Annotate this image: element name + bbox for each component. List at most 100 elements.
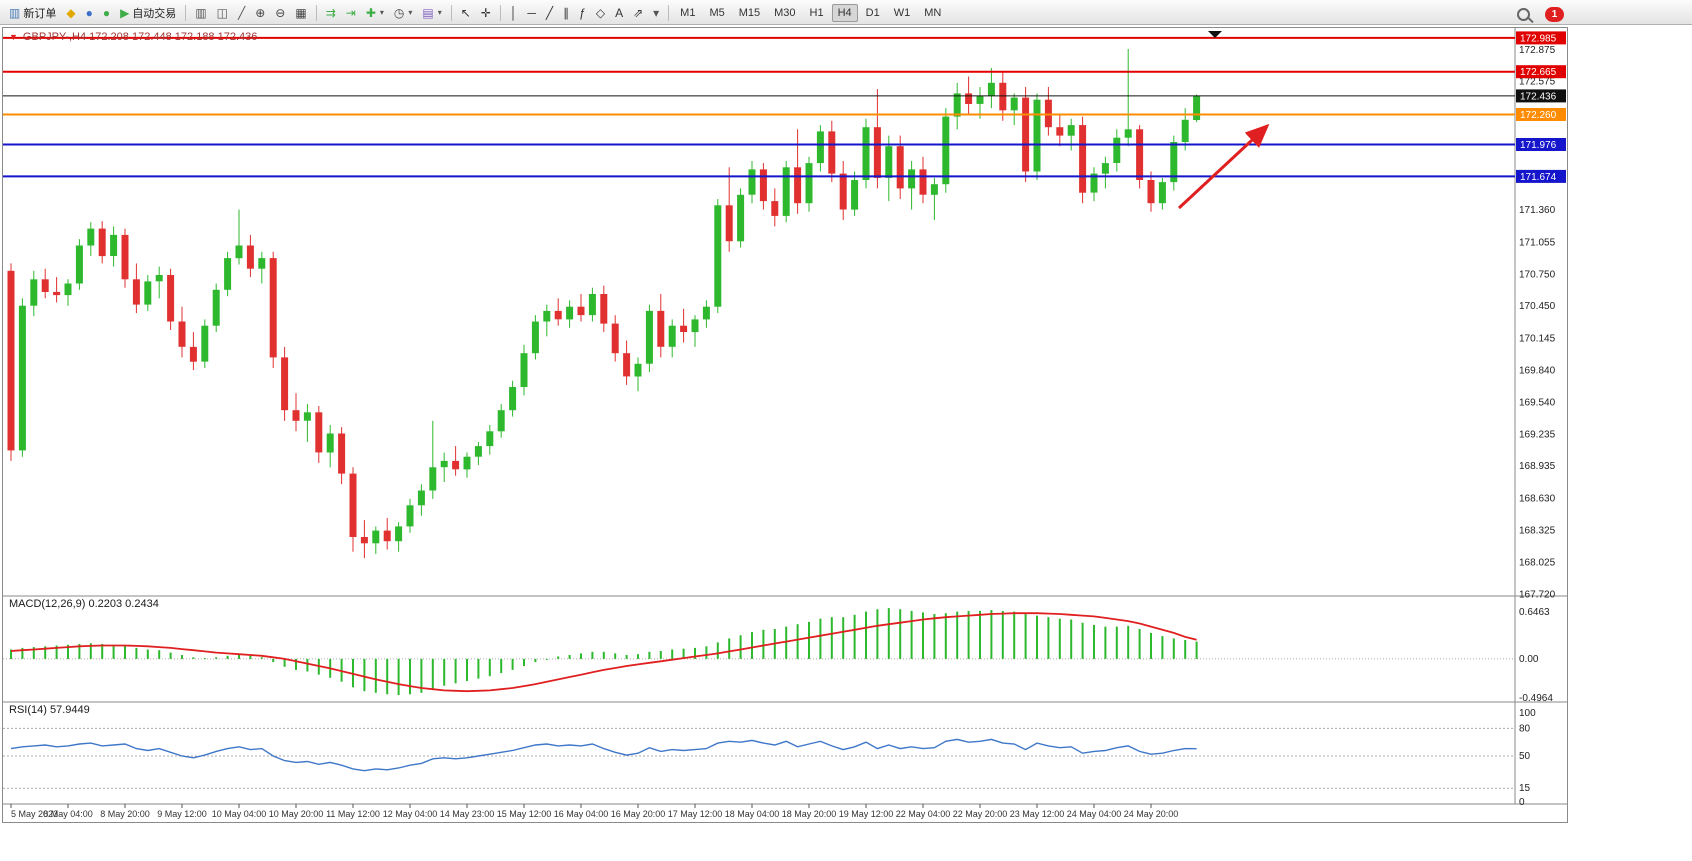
toolbar-main-group: ▥ 新订单 ◆ ● ● ▶ 自动交易 ▥ ◫ ╱ ⊕ ⊖ ▦ ⇉ ⇥ ✚ ▾ ◷ ▾ ▤ ▾ ↖ ✛ │ ─ ╱ ∥ ƒ ◇ A ⇗ ▾ M1 M…	[4, 1, 948, 24]
timeframe-h4[interactable]: H4	[831, 3, 858, 22]
new-order-icon: ▥	[9, 5, 21, 20]
community-icon[interactable]: ●	[98, 3, 115, 23]
time-axis-label: 24 May 20:00	[1124, 809, 1179, 819]
line-chart-icon[interactable]: ╱	[233, 3, 250, 23]
bar-chart-icon: ▥	[195, 5, 207, 20]
zoom-out-icon: ⊖	[275, 5, 286, 20]
new-order-button[interactable]: ▥ 新订单	[4, 3, 61, 23]
time-axis-label: 8 May 04:00	[43, 809, 93, 819]
time-axis-label: 15 May 12:00	[497, 809, 552, 819]
objects-dropdown-icon: ▾	[653, 5, 660, 20]
rsi-line	[10, 738, 1197, 772]
autotrading-button[interactable]: ▶ 自动交易	[115, 3, 181, 23]
time-axis-label: 24 May 04:00	[1067, 809, 1122, 819]
candlestick-chart-icon: ◫	[216, 5, 228, 20]
timeframe-mn[interactable]: MN	[924, 6, 942, 19]
tile-windows-icon[interactable]: ▦	[290, 3, 311, 23]
price-tag-label: 171.674	[1520, 172, 1557, 183]
indicators-button[interactable]: ✚ ▾	[361, 3, 389, 23]
fibonacci-icon[interactable]: ƒ	[574, 3, 591, 23]
text-icon[interactable]: A	[610, 3, 628, 23]
toolbar-separator	[185, 4, 187, 21]
symbol-ohlc-text: GBPJPY-,H4 172.208 172.448 172.188 172.4…	[22, 31, 258, 43]
time-axis-label: 18 May 04:00	[725, 809, 780, 819]
scroll-position-marker[interactable]	[1208, 31, 1222, 38]
rsi-axis-label: 15	[1519, 783, 1531, 794]
trendline-icon[interactable]: ╱	[541, 3, 558, 23]
profile-icon[interactable]: ●	[81, 3, 98, 23]
trendline-icon: ╱	[545, 5, 554, 20]
support-line-1-tag	[1516, 138, 1566, 151]
time-axis-label: 18 May 20:00	[782, 809, 837, 819]
notification-badge[interactable]: 1	[1545, 6, 1564, 22]
candlestick-chart-icon[interactable]: ◫	[212, 3, 233, 23]
toolbar-separator	[450, 4, 452, 21]
resistance-line-3-tag	[1516, 108, 1566, 121]
arrows-icon[interactable]: ⇗	[628, 3, 648, 23]
time-axis-label: 17 May 12:00	[668, 809, 723, 819]
timeframe-m15[interactable]: M15	[738, 6, 761, 19]
time-axis-label: 19 May 12:00	[839, 809, 894, 819]
time-axis-label: 22 May 20:00	[953, 809, 1008, 819]
crosshair-icon[interactable]: ✛	[476, 3, 496, 23]
symbol-info: ▼ GBPJPY-,H4 172.208 172.448 172.188 172…	[9, 31, 257, 43]
price-axis-label: 172.875	[1519, 45, 1556, 56]
zoom-in-icon[interactable]: ⊕	[250, 3, 270, 23]
macd-axis-label: 0.6463	[1519, 607, 1550, 618]
toolbar-separator	[499, 4, 501, 21]
charts-grid-icon[interactable]: ◆	[61, 3, 80, 23]
timeframe-m5[interactable]: M5	[709, 6, 725, 19]
toolbar-right-group: 1	[1512, 4, 1564, 24]
line-chart-icon: ╱	[238, 5, 246, 20]
timeframe-m30[interactable]: M30	[774, 6, 796, 19]
timeframe-w1[interactable]: W1	[893, 6, 911, 19]
timeframe-d1[interactable]: D1	[865, 6, 880, 19]
vertical-line-icon[interactable]: │	[505, 3, 523, 23]
timeframe-h1[interactable]: H1	[809, 6, 824, 19]
horizontal-line-icon[interactable]: ─	[522, 3, 541, 23]
time-axis-label: 16 May 20:00	[611, 809, 666, 819]
chart-canvas[interactable]: 172.875 172.575 171.360 171.055 170.750 170.4…	[3, 28, 1567, 820]
search-button[interactable]	[1512, 4, 1535, 24]
shapes-icon: ◇	[595, 5, 606, 20]
templates-icon: ▤	[422, 5, 434, 20]
equidistant-channel-icon[interactable]: ∥	[558, 3, 574, 23]
price-tag-label: 171.976	[1520, 140, 1557, 151]
rsi-axis-label: 100	[1519, 708, 1536, 719]
timeframe-m1[interactable]: M1	[680, 6, 696, 19]
price-axis-label: 169.235	[1519, 430, 1556, 441]
price-axis-label: 168.935	[1519, 461, 1556, 472]
templates-button[interactable]: ▤ ▾	[417, 3, 446, 23]
horizontal-line-icon: ─	[527, 5, 536, 20]
toolbar-separator	[668, 4, 670, 21]
cursor-icon: ↖	[460, 5, 471, 20]
bar-chart-icon[interactable]: ▥	[190, 3, 211, 23]
time-axis-label: 8 May 20:00	[100, 809, 150, 819]
zoom-out-icon[interactable]: ⊖	[270, 3, 290, 23]
dropdown-arrow-icon: ▾	[379, 8, 384, 17]
rsi-axis-label: 80	[1519, 723, 1531, 734]
current-price-line-tag	[1516, 89, 1566, 103]
charts-grid-icon: ◆	[66, 5, 76, 20]
macd-axis-label: -0.4964	[1519, 693, 1553, 704]
auto-scroll-icon[interactable]: ⇉	[321, 3, 341, 23]
chart-window[interactable]: 172.875 172.575 171.360 171.055 170.750 170.4…	[2, 27, 1568, 823]
objects-dropdown[interactable]: ▾	[648, 3, 664, 23]
time-axis-label: 9 May 12:00	[157, 809, 207, 819]
support-line-2-tag	[1516, 169, 1566, 183]
periods-button[interactable]: ◷ ▾	[389, 3, 418, 23]
time-axis-label: 23 May 12:00	[1010, 809, 1065, 819]
chart-shift-icon[interactable]: ⇥	[341, 3, 361, 23]
macd-signal-line	[10, 612, 1197, 693]
toolbar-separator	[315, 4, 317, 21]
time-axis-label: 11 May 12:00	[326, 809, 380, 819]
price-axis-label: 171.055	[1519, 237, 1556, 248]
shapes-icon[interactable]: ◇	[591, 3, 610, 23]
price-axis-label: 169.840	[1519, 366, 1556, 377]
price-tag-label: 172.260	[1520, 110, 1557, 121]
cursor-icon[interactable]: ↖	[456, 3, 476, 23]
trend-arrow-annotation[interactable]	[1177, 123, 1270, 210]
time-axis-label: 16 May 04:00	[554, 809, 609, 819]
macd-axis-label: 0.00	[1519, 654, 1539, 665]
